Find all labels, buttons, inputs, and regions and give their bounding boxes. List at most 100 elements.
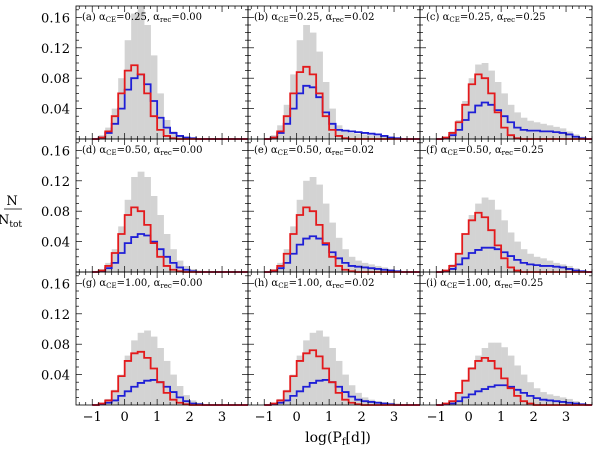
panel-c: (c) αCE=0.25, αrec=0.25 [419,5,593,140]
gray-bar-f-11 [507,232,515,272]
panel-a: 0.04 0.08 0.12 0.16 (a) αCE=0.25, αrec=0.00 [41,5,249,140]
y-tick-label: 0.04 [41,369,70,384]
gray-bar-f-5 [468,215,476,272]
x-tick-label: −1 [255,410,274,425]
y-tick-label: 0.12 [41,42,70,57]
gray-bar-g-10 [157,348,164,405]
gray-bar-a-12 [170,131,177,139]
gray-bar-i-11 [507,355,515,405]
gray-bar-d-10 [157,215,164,272]
panel-label-e: (e) αCE=0.50, αrec=0.02 [254,145,374,157]
gray-bar-b-3 [283,104,291,139]
gray-bar-c-7 [481,63,489,139]
y-tick-label: 0.08 [41,72,70,87]
x-tick-label: 3 [390,410,398,425]
gray-bar-b-5 [296,40,304,140]
panel-e: (e) αCE=0.50, αrec=0.02 [247,138,421,273]
gray-bar-i-16 [540,392,547,405]
gray-bar-f-13 [520,249,528,272]
gray-bar-d-6 [131,177,138,272]
gray-bar-e-10 [329,222,336,272]
gray-bar-i-5 [468,367,476,405]
gray-bar-a-8 [144,25,151,139]
gray-bar-b-12 [342,131,349,139]
panel-label-c: (c) αCE=0.25, αrec=0.25 [426,12,546,24]
gray-bar-h-3 [283,389,291,405]
panel-label-a: (a) αCE=0.25, αrec=0.00 [82,12,202,24]
gray-bar-h-6 [303,340,310,405]
gray-bar-a-6 [131,13,138,140]
gray-bar-i-12 [514,365,521,405]
gray-bar-c-12 [514,112,521,139]
x-tick-label: 2 [185,410,193,425]
x-tick-label: 2 [529,410,537,425]
panel-label-i: (i) αCE=1.00, αrec=0.25 [426,278,543,290]
gray-bar-f-6 [475,203,482,272]
gray-bar-b-17 [374,135,382,139]
x-tick-label: 3 [562,410,570,425]
x-tick-label: 1 [497,410,505,425]
y-tick-label: 0.04 [41,103,70,118]
gray-bar-f-12 [514,241,521,272]
y-label-denominator: Ntot [0,213,22,230]
gray-bar-i-7 [481,348,489,405]
gray-bar-g-12 [170,374,177,405]
x-tick-label: 0 [465,410,473,425]
y-tick-label: 0.16 [41,11,70,26]
gray-bar-g-11 [163,360,171,405]
x-tick-label: 0 [121,410,129,425]
panels-layer: 0.04 0.08 0.12 0.16 (a) αCE=0.25, αrec=0.00 (… [41,5,593,425]
gray-bar-b-18 [381,136,388,139]
gray-bar-b-15 [361,134,369,139]
gray-bar-i-8 [488,342,495,405]
gray-bar-e-4 [290,226,297,272]
gray-bar-i-9 [494,342,502,405]
panel-i: −1 0 1 2 3 (i) αCE=1.00, αrec=0.25 [419,271,593,425]
y-label-numerator: N [6,194,17,209]
gray-bar-b-9 [322,82,330,139]
gray-bar-h-9 [322,336,330,405]
y-tick-label: 0.08 [41,338,70,353]
gray-bar-h-13 [348,385,356,405]
gray-bar-e-7 [309,177,317,272]
x-tick-label: 1 [325,410,333,425]
gray-bar-f-8 [488,199,495,272]
gray-bar-i-10 [501,347,508,405]
gray-bar-i-13 [520,374,528,405]
gray-bar-a-13 [176,135,184,139]
gray-bar-a-9 [150,55,158,139]
gray-bar-i-3 [455,392,463,405]
gray-bar-f-3 [455,253,463,272]
x-tick-label: −1 [83,410,102,425]
y-tick-label: 0.12 [41,308,70,323]
gray-bar-f-14 [527,253,534,272]
panel-label-b: (b) αCE=0.25, αrec=0.02 [254,12,374,24]
gray-bar-i-6 [475,355,482,405]
x-tick-label: −1 [427,410,446,425]
gray-bar-h-7 [309,332,317,405]
gray-bar-e-3 [283,249,291,272]
gray-bar-e-11 [335,237,343,272]
gray-bar-h-4 [290,374,297,405]
y-tick-label: 0.04 [41,236,70,251]
gray-bar-e-6 [303,180,310,272]
gray-bar-i-15 [533,388,541,405]
gray-bar-c-5 [468,78,476,139]
gray-bar-f-10 [501,220,508,272]
gray-bar-h-12 [342,374,349,405]
gray-bar-a-7 [137,6,145,139]
gray-bar-g-14 [183,395,190,405]
gray-bar-b-4 [290,74,297,139]
x-axis-label: log(Pf[d]) [305,430,371,448]
gray-bar-d-7 [137,171,145,272]
gray-bar-c-6 [475,64,482,139]
gray-bar-f-7 [481,197,489,272]
gray-bar-e-12 [342,249,349,272]
gray-bar-i-4 [462,380,469,405]
panel-f: (f) αCE=0.50, αrec=0.25 [419,138,593,273]
panel-frame-i [419,271,593,406]
gray-bar-b-11 [335,125,343,139]
panel-label-g: (g) αCE=1.00, αrec=0.00 [82,278,202,290]
y-tick-label: 0.08 [41,205,70,220]
